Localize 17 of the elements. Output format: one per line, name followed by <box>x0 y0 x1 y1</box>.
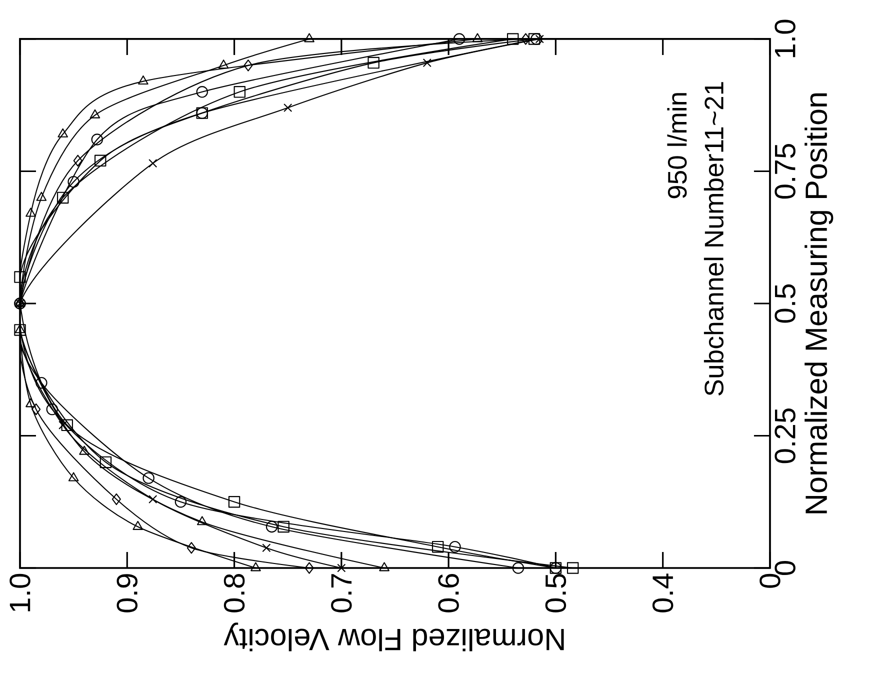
y-axis-title: Normalized Measuring Position <box>804 93 834 514</box>
y-tick-label: 0 <box>774 560 796 576</box>
y-tick-label: 1.0 <box>774 20 796 58</box>
x-tick-label: 1.0 <box>10 574 30 612</box>
y-tick-label: 0.75 <box>774 144 796 199</box>
x-tick-label: 0.7 <box>331 574 352 612</box>
x-tick-label: 0.5 <box>545 574 566 612</box>
annotation: 950 l/min <box>667 93 687 198</box>
x-tick-label: 0.9 <box>116 574 138 612</box>
y-tick-label: 0.5 <box>774 284 796 323</box>
y-tick-label: 0.25 <box>774 408 796 464</box>
annotation: Subchannel Number11~21 <box>704 82 724 396</box>
x-tick-label: 0 <box>760 574 780 588</box>
x-tick-label: 0.6 <box>438 574 459 612</box>
x-tick-label: 0.8 <box>224 574 245 612</box>
x-tick-label: 0.4 <box>652 574 674 612</box>
x-axis-title: Normalized Flow Velocity <box>224 622 564 652</box>
